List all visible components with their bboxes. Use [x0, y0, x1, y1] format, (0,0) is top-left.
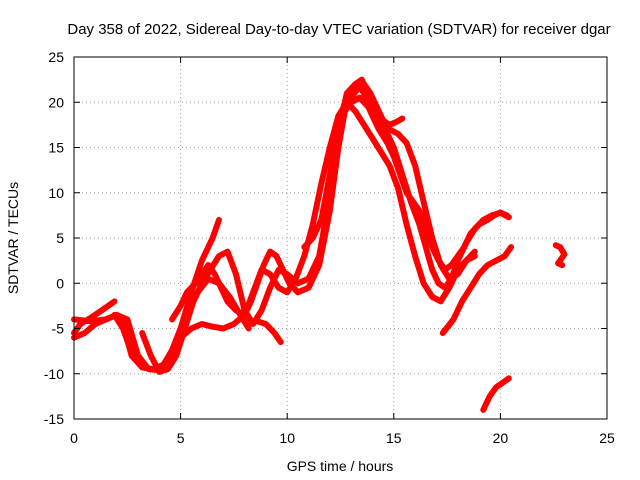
series-line-s10	[439, 244, 515, 336]
tick-labels: 0 5 10 15 20 25 -15 -10 -5 0 5 10 15 20 25	[44, 49, 615, 446]
y-tick-label: 20	[48, 94, 64, 110]
series-line-s13	[348, 81, 406, 128]
x-tick-label: 10	[279, 430, 295, 446]
x-axis-label: GPS time / hours	[287, 458, 394, 474]
x-tick-label: 0	[70, 430, 78, 446]
y-tick-label: 5	[56, 230, 64, 246]
series-line-s1	[71, 298, 118, 336]
series-line-s9	[254, 318, 284, 346]
series-line-s11	[480, 375, 512, 413]
y-tick-label: -10	[44, 366, 64, 382]
axis-ticks	[73, 56, 608, 420]
series-line-s12	[552, 242, 568, 269]
grid-lines	[74, 57, 607, 419]
y-tick-label: 0	[56, 275, 64, 291]
y-tick-label: 10	[48, 185, 64, 201]
y-axis-label: SDTVAR / TECUs	[5, 182, 21, 294]
series-group	[71, 76, 568, 413]
series-line-s8	[301, 76, 478, 282]
x-tick-label: 15	[386, 430, 402, 446]
x-tick-label: 25	[599, 430, 615, 446]
y-tick-label: -15	[44, 411, 64, 427]
chart-title: Day 358 of 2022, Sidereal Day-to-day VTE…	[67, 21, 610, 38]
series-line-s6	[177, 99, 478, 341]
y-tick-label: 15	[48, 140, 64, 156]
series-line-s7	[111, 311, 146, 368]
x-tick-label: 5	[177, 430, 185, 446]
y-tick-label: 25	[48, 49, 64, 65]
y-tick-label: -5	[52, 321, 65, 337]
x-tick-label: 20	[493, 430, 509, 446]
